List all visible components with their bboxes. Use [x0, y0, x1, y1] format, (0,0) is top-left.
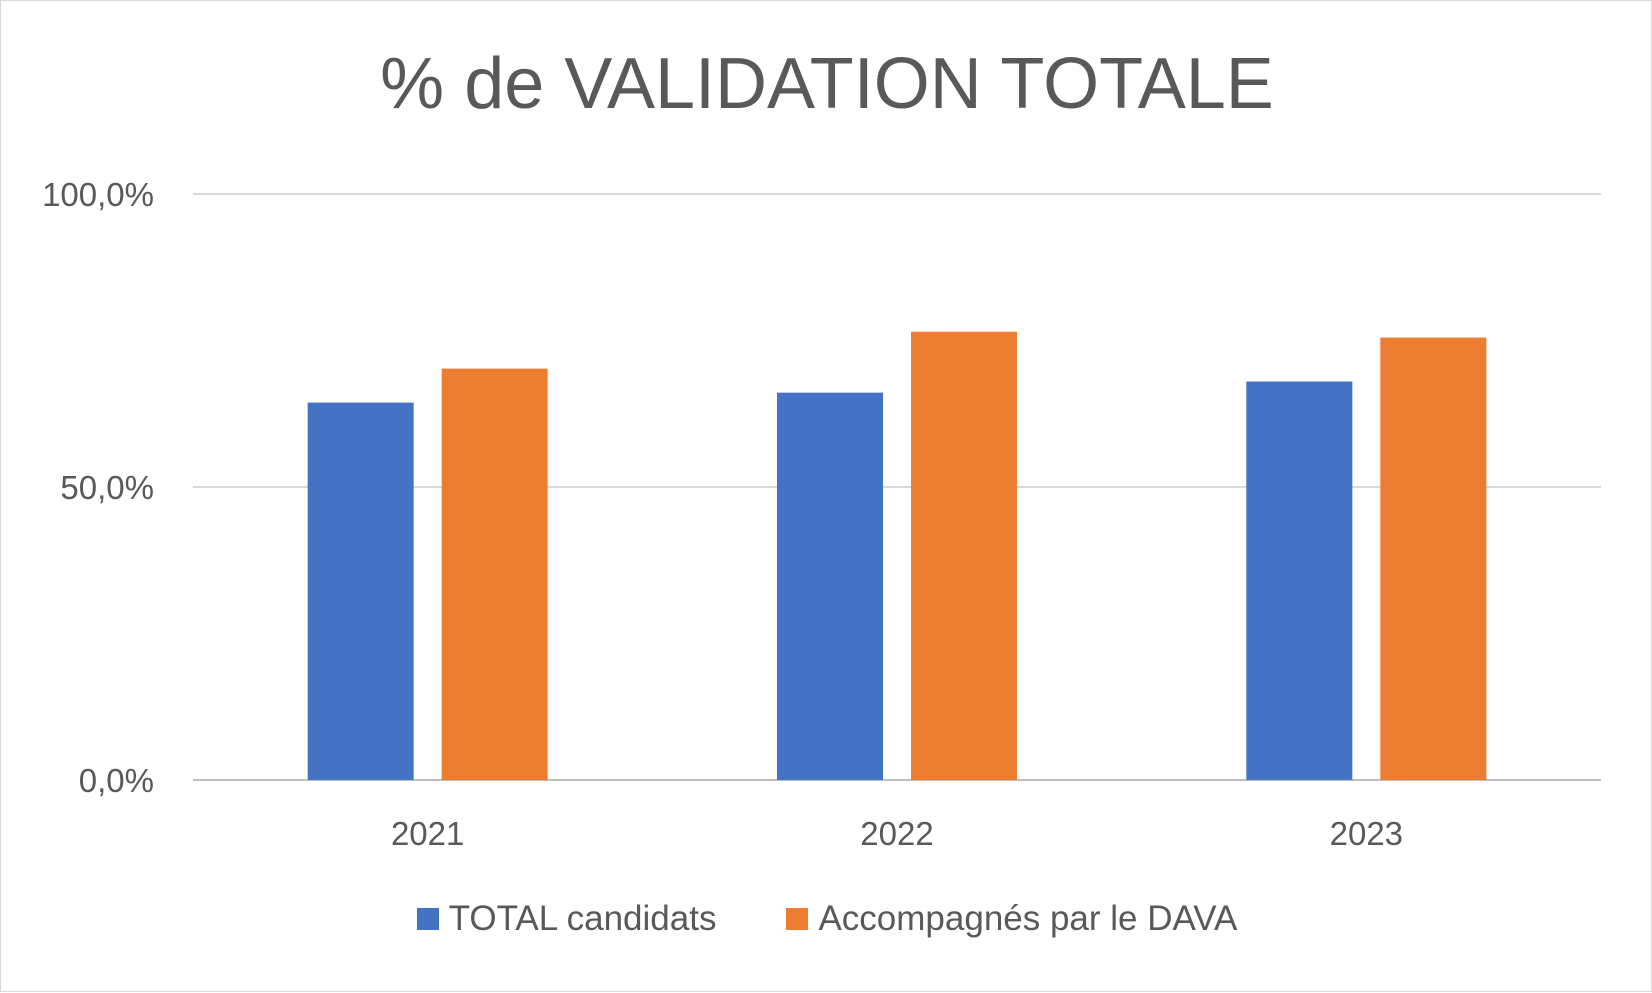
chart-title: % de VALIDATION TOTALE — [380, 44, 1274, 124]
legend-label-accompagnes-dava: Accompagnés par le DAVA — [818, 899, 1238, 938]
legend-item-accompagnes-dava: Accompagnés par le DAVA — [786, 899, 1237, 939]
bar-2021-total-candidats — [307, 402, 414, 780]
legend: TOTAL candidats Accompagnés par le DAVA — [1, 899, 1652, 939]
y-tick-label-2: 100,0% — [42, 176, 154, 213]
legend-item-total-candidats: TOTAL candidats — [416, 899, 717, 939]
legend-swatch-accompagnes-dava — [786, 908, 809, 930]
bar-2021-accompagnes-dava — [441, 368, 548, 780]
legend-swatch-total-candidats — [416, 908, 439, 930]
x-tick-label-2022: 2022 — [860, 815, 933, 852]
x-tick-label-2021: 2021 — [391, 815, 464, 852]
bar-2023-total-candidats — [1246, 381, 1353, 780]
y-tick-label-1: 50,0% — [60, 469, 154, 506]
legend-label-total-candidats: TOTAL candidats — [448, 899, 717, 938]
x-tick-label-2023: 2023 — [1330, 815, 1403, 852]
bar-2022-accompagnes-dava — [911, 331, 1017, 780]
bar-2022-total-candidats — [777, 392, 883, 780]
bar-2023-accompagnes-dava — [1380, 337, 1487, 780]
y-tick-label-0: 0,0% — [79, 762, 154, 799]
